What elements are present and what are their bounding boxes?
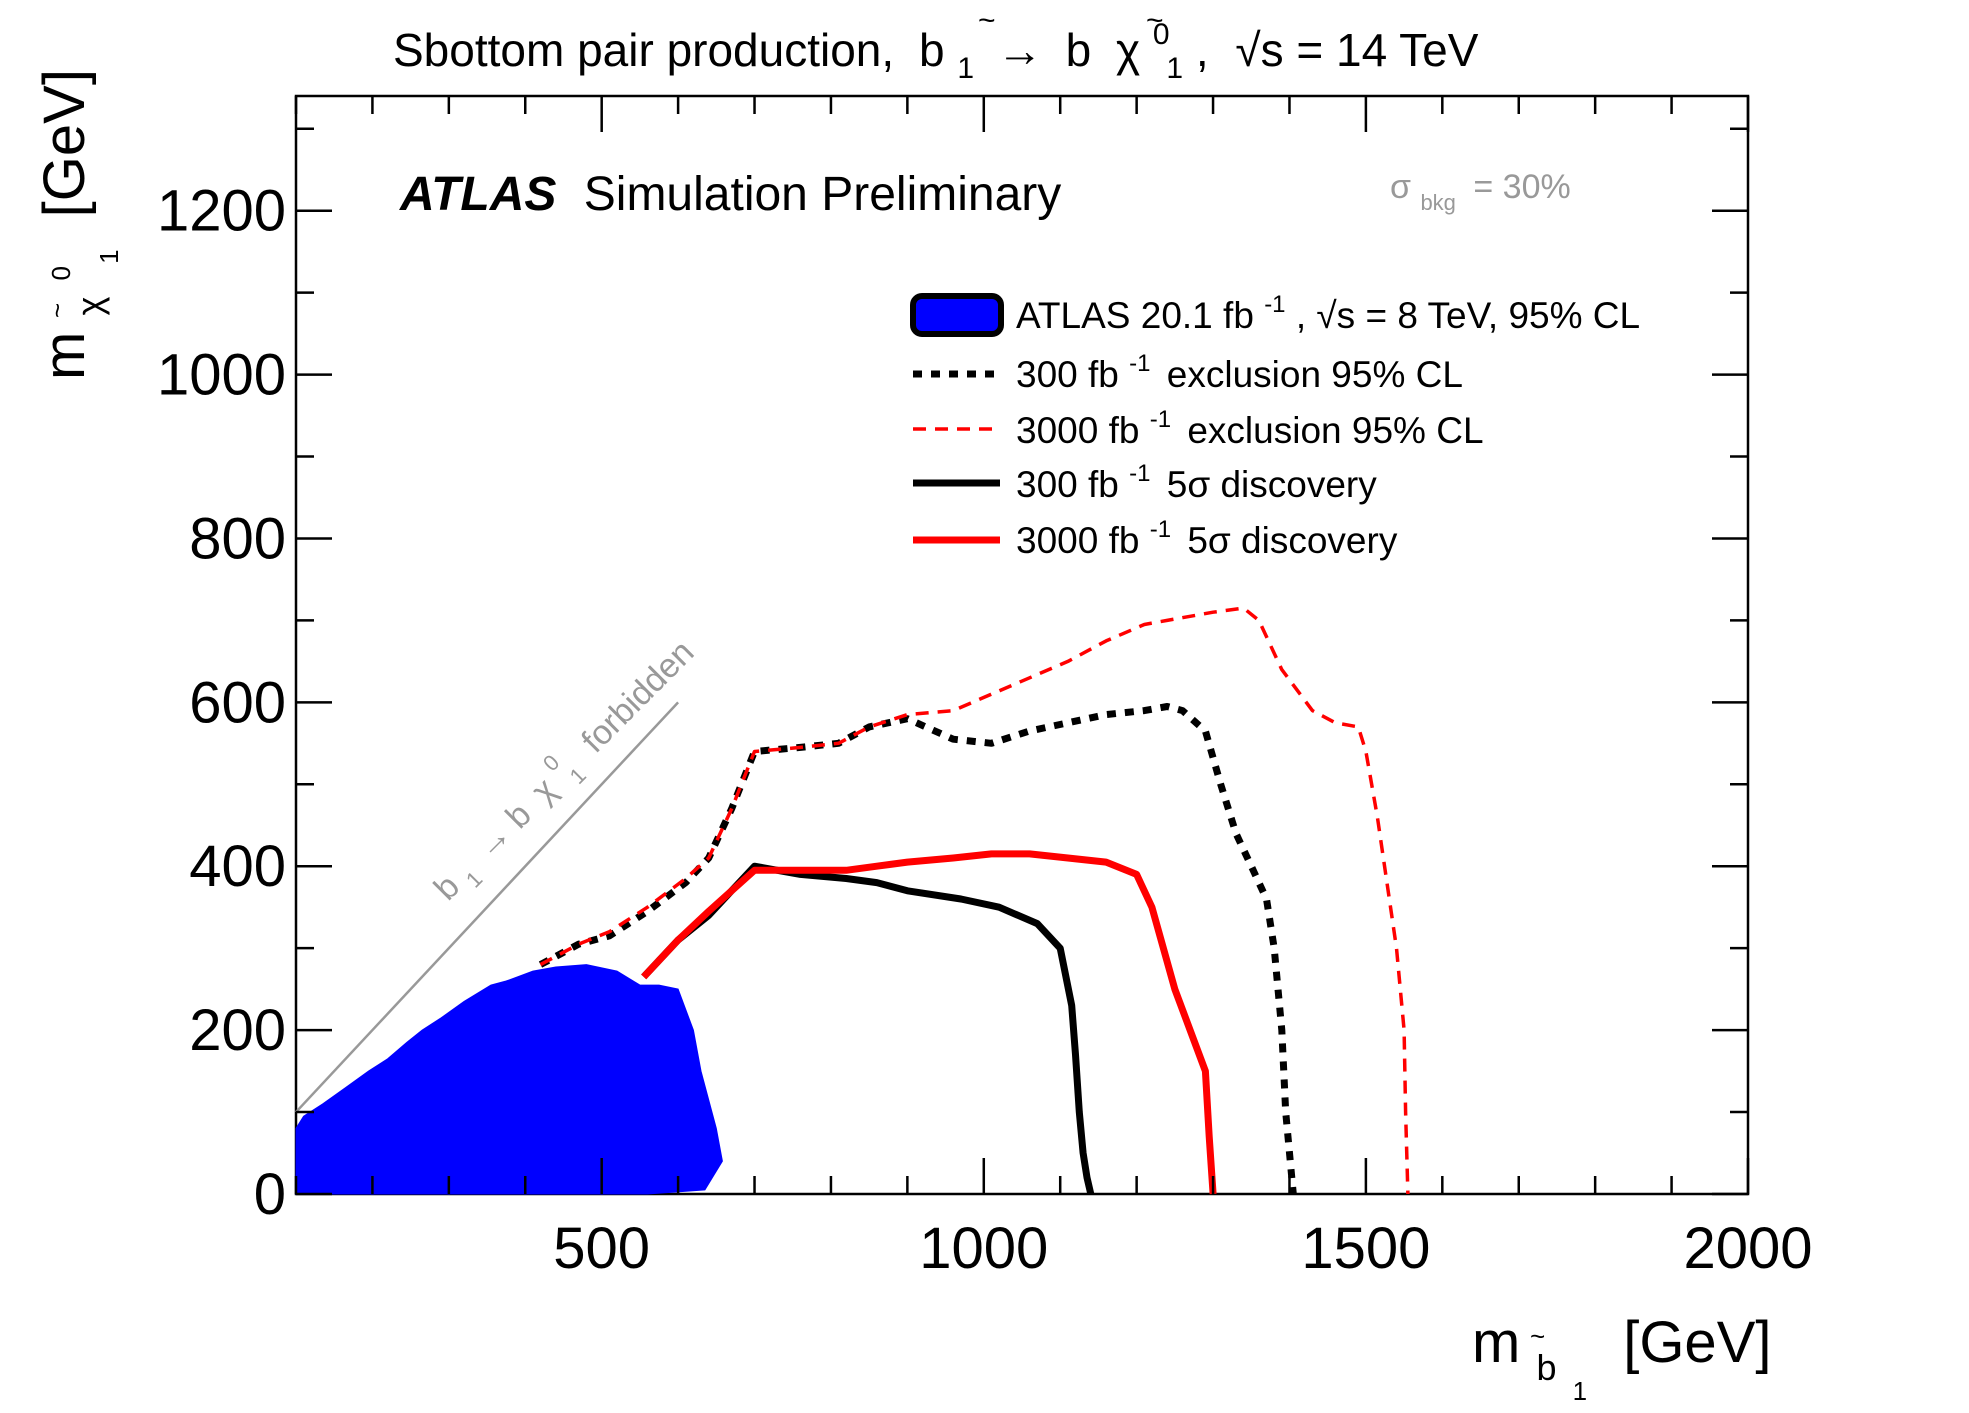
legend-entry-exclusion-3000: 3000 fb -1 exclusion 95% CL: [913, 394, 1484, 451]
svg-text:3000 fb -1 exc: 3000 fb -1 exclusion 95% CL: [1016, 394, 1484, 451]
contour-line-layer: [538, 606, 1410, 1195]
title-prefix: Sbottom pair production,: [393, 24, 894, 76]
legend-text-discovery-3000: 3000 fb: [1016, 520, 1139, 561]
series-exclusion_3000-line: [539, 606, 1410, 1195]
forbidden-chi: χ: [524, 771, 564, 811]
y-tick-label: 200: [189, 998, 286, 1063]
experiment-label-rest: Simulation Preliminary: [584, 168, 1062, 221]
forbidden-arrow: → b: [468, 796, 539, 867]
legend-text-discovery-300: 300 fb: [1016, 464, 1119, 505]
y-tick-label: 0: [254, 1162, 286, 1227]
legend-sup-exclusion-3000: -1: [1150, 406, 1171, 433]
x-tick-label: 1000: [919, 1216, 1048, 1281]
title-sqrts: √s = 14 TeV: [1235, 24, 1478, 76]
legend-entry-exclusion-300: 300 fb -1 exclusion 95% CL: [913, 338, 1463, 395]
background-value: = 30%: [1473, 168, 1570, 206]
background-sigma: σ: [1390, 168, 1411, 206]
x-tick-label: 500: [553, 1216, 650, 1281]
svg-text:ATLAS 20.1 fb -1: ATLAS 20.1 fb -1 , √s = 8 TeV, 95% CL: [1016, 279, 1640, 336]
legend-text-atlas-8tev: ATLAS 20.1 fb: [1016, 295, 1254, 336]
svg-text:Sbottom pair production,: Sbottom pair production, b 1 → b χ 0 1 ,…: [393, 2, 1479, 88]
background-uncertainty-label: σ bkg = 30%: [1390, 168, 1571, 218]
legend-text-exclusion-3000: 3000 fb: [1016, 410, 1139, 451]
y-axis-title-subsub: 1: [94, 249, 124, 263]
legend: ATLAS 20.1 fb -1 , √s = 8 TeV, 95% CL 30…: [910, 279, 1640, 561]
svg-text:m χ 0 1: m χ 0 1 [GeV]: [18, 69, 131, 380]
forbidden-rest: forbidden: [574, 633, 701, 760]
experiment-label-bold: ATLAS: [399, 168, 556, 221]
legend-sup-discovery-300: -1: [1129, 460, 1150, 487]
svg-text:m b 1 [GeV]: m b 1 [GeV]: [1472, 1310, 1772, 1413]
forbidden-region: [295, 701, 680, 1113]
title-separator: ,: [1196, 24, 1209, 76]
y-axis-title: m χ 0 1 [GeV] ~: [18, 69, 131, 380]
title-chi-sub: 1: [1166, 52, 1183, 85]
y-axis-title-unit: [GeV]: [32, 69, 97, 217]
legend-sup-discovery-3000: -1: [1150, 516, 1171, 543]
y-tick-label: 400: [189, 834, 286, 899]
forbidden-b: b: [427, 867, 467, 907]
x-axis-title-unit: [GeV]: [1623, 1310, 1771, 1375]
y-tick-label: 1200: [157, 179, 286, 244]
legend-rest-discovery-3000: 5σ discovery: [1187, 520, 1397, 561]
kinematic-limit-line: [295, 701, 680, 1113]
exclusion-area-layer: [295, 964, 723, 1195]
x-axis-title-subsub: 1: [1573, 1376, 1587, 1406]
title-chi-sup: 0: [1153, 18, 1170, 51]
x-axis-title-tilde: ~: [1530, 1321, 1545, 1351]
legend-rest-exclusion-3000: exclusion 95% CL: [1187, 410, 1483, 451]
y-tick-label: 800: [189, 506, 286, 571]
legend-text-exclusion-300: 300 fb: [1016, 354, 1119, 395]
axis-ticks: [294, 96, 1750, 1196]
legend-entry-atlas-8tev: ATLAS 20.1 fb -1 , √s = 8 TeV, 95% CL: [910, 279, 1640, 337]
title-b-sub: 1: [957, 52, 974, 85]
y-tick-label: 600: [189, 670, 286, 735]
series-atlas_8tev-area: [295, 964, 723, 1195]
y-tick-label: 1000: [157, 343, 286, 408]
svg-text:3000 fb -1 5σ: 3000 fb -1 5σ discovery: [1016, 504, 1398, 561]
title-chi: χ: [1116, 24, 1140, 76]
plot-frame: [294, 94, 1750, 1196]
forbidden-b-sub: 1: [461, 866, 487, 892]
title-b: b: [919, 24, 945, 76]
x-tick-label: 2000: [1683, 1216, 1812, 1281]
background-sigma-sub: bkg: [1420, 190, 1455, 215]
svg-text:300 fb -1 5σ d: 300 fb -1 5σ discovery: [1016, 448, 1377, 505]
axis-tick-labels: 500 1000 1500 2000 0 200 400 600 800 1000 1200: [157, 179, 1813, 1281]
y-axis-title-sub: χ: [69, 297, 110, 316]
y-axis-title-m: m: [32, 332, 97, 380]
x-tick-label: 1500: [1301, 1216, 1430, 1281]
experiment-label: ATLAS Simulation Preliminary: [399, 168, 1061, 221]
x-axis-title-m: m: [1472, 1310, 1520, 1375]
legend-sup-exclusion-300: -1: [1129, 350, 1150, 377]
legend-entry-discovery-3000: 3000 fb -1 5σ discovery: [913, 504, 1398, 561]
legend-sup-atlas-8tev: -1: [1264, 291, 1285, 318]
x-axis-title-sub: b: [1536, 1347, 1556, 1388]
series-discovery_3000-line: [641, 850, 1217, 1195]
svg-text:300 fb -1 excl: 300 fb -1 exclusion 95% CL: [1016, 338, 1463, 395]
legend-swatch-atlas-8tev: [910, 293, 1004, 337]
title-b2: b: [1066, 24, 1092, 76]
forbidden-chi-sub: 1: [565, 763, 591, 789]
x-axis-title: m b 1 [GeV] ~: [1472, 1310, 1772, 1413]
forbidden-chi-sup: 0: [538, 750, 564, 776]
legend-rest-exclusion-300: exclusion 95% CL: [1167, 354, 1463, 395]
title-chi-tilde: ~: [1146, 4, 1164, 37]
svg-text:b 1 → b χ: b 1 → b χ 0 1 forbidden: [414, 620, 708, 914]
legend-entry-discovery-300: 300 fb -1 5σ discovery: [913, 448, 1377, 505]
legend-rest-discovery-300: 5σ discovery: [1167, 464, 1377, 505]
forbidden-label: b 1 → b χ 0 1 forbidden: [414, 620, 708, 914]
y-axis-title-sub-sup: 0: [46, 266, 76, 280]
title-arrow: →: [997, 24, 1043, 76]
chart-title: Sbottom pair production, b 1 → b χ 0 1 ,…: [393, 2, 1479, 88]
title-b-tilde: ~: [978, 4, 996, 37]
y-axis-title-tilde: ~: [42, 303, 72, 318]
legend-rest-atlas-8tev: , √s = 8 TeV, 95% CL: [1296, 295, 1640, 336]
